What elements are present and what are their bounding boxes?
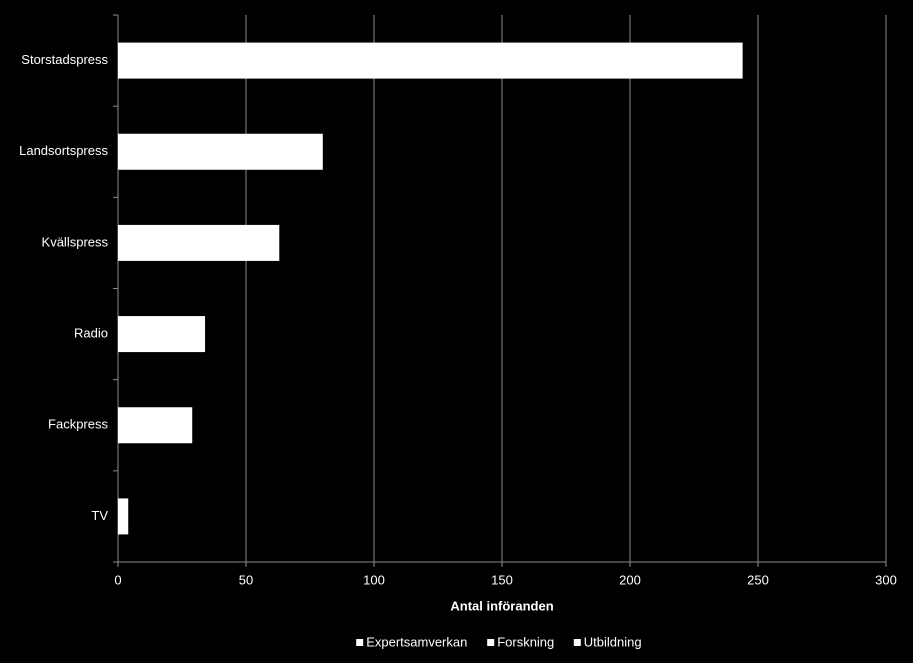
legend-swatch [356,639,364,646]
y-tick-label: Landsortspress [19,143,108,158]
bar [118,224,280,261]
y-tick-label: Storstadspress [21,52,108,67]
bar [118,498,129,535]
legend-label: Expertsamverkan [366,634,467,649]
x-tick-label: 200 [619,572,641,587]
bar [118,407,193,444]
x-axis-label: Antal införanden [450,598,553,613]
legend-swatch [487,639,495,646]
y-tick-label: Fackpress [48,417,108,432]
x-tick-label: 0 [114,572,121,587]
bar [118,133,323,170]
x-tick-label: 50 [239,572,253,587]
legend-label: Utbildning [584,634,642,649]
legend-swatch [573,639,581,646]
legend-label: Forskning [497,634,554,649]
y-tick-label: Kvällspress [42,234,109,249]
y-tick-label: Radio [74,326,108,341]
x-tick-label: 100 [363,572,385,587]
bar [118,316,206,353]
x-tick-label: 250 [747,572,769,587]
bar [118,42,743,79]
x-tick-label: 150 [491,572,513,587]
y-tick-label: TV [91,508,108,523]
x-tick-label: 300 [875,572,897,587]
